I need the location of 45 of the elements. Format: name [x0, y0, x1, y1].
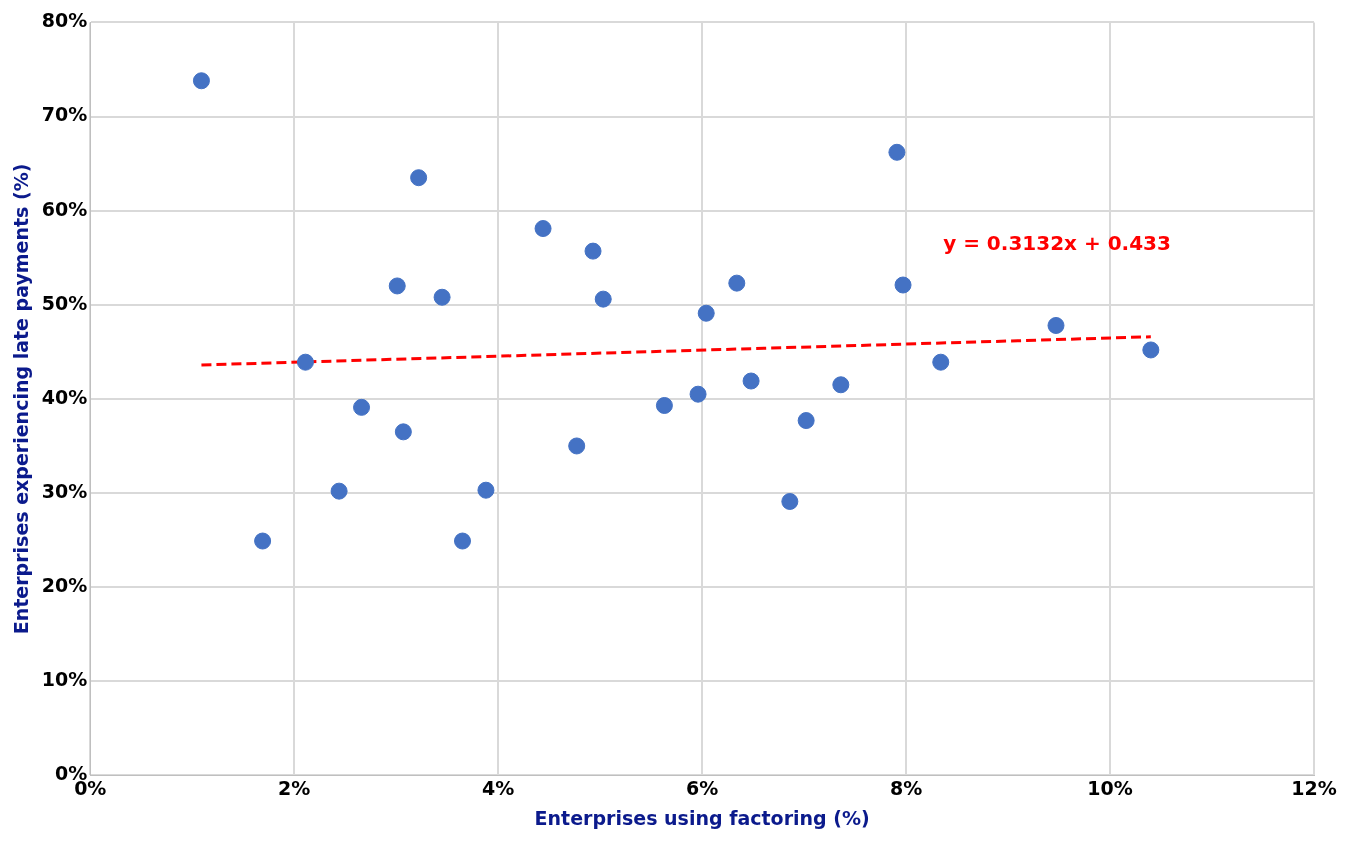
point	[697, 304, 715, 322]
y-tick-label: 80%	[41, 9, 88, 32]
point	[932, 353, 950, 371]
y-tick-label: 10%	[41, 668, 88, 691]
point	[477, 481, 495, 499]
point	[1142, 341, 1160, 359]
x-tick-label: 8%	[889, 776, 923, 799]
point	[453, 532, 471, 550]
point	[655, 396, 673, 414]
point	[1047, 316, 1065, 334]
point	[689, 385, 707, 403]
point	[296, 353, 314, 371]
annotation: y = 0.3132x + 0.433	[943, 230, 1171, 255]
point	[254, 532, 272, 550]
y-tick-label: 60%	[41, 197, 88, 220]
point	[410, 169, 428, 187]
y-tick-label: 40%	[41, 385, 88, 408]
x-axis-title: Enterprises using factoring (%)	[534, 806, 870, 829]
point	[728, 274, 746, 292]
point	[568, 437, 586, 455]
point	[534, 220, 552, 238]
point	[433, 288, 451, 306]
x-tick-label: 4%	[482, 776, 515, 799]
point	[797, 412, 815, 430]
point	[894, 276, 912, 294]
point	[353, 398, 371, 416]
y-tick-label: 70%	[41, 103, 88, 126]
x-tick-label: 6%	[686, 776, 719, 799]
point	[888, 143, 906, 161]
x-tick-label: 2%	[278, 776, 311, 799]
y-tick-label: 30%	[41, 479, 88, 502]
x-tick-label: 12%	[1291, 776, 1337, 799]
y-tick-label: 50%	[41, 291, 88, 314]
point	[394, 423, 412, 441]
point	[388, 277, 406, 295]
point	[832, 376, 850, 394]
x-tick-label: 10%	[1087, 776, 1133, 799]
y-tick-label: 20%	[41, 574, 88, 597]
point	[594, 290, 612, 308]
point	[742, 372, 760, 390]
point	[584, 242, 602, 260]
point	[192, 72, 210, 90]
point	[781, 493, 799, 510]
point	[330, 482, 348, 500]
y-axis-title: Enterprises experiencing late payments (%)	[10, 163, 33, 635]
